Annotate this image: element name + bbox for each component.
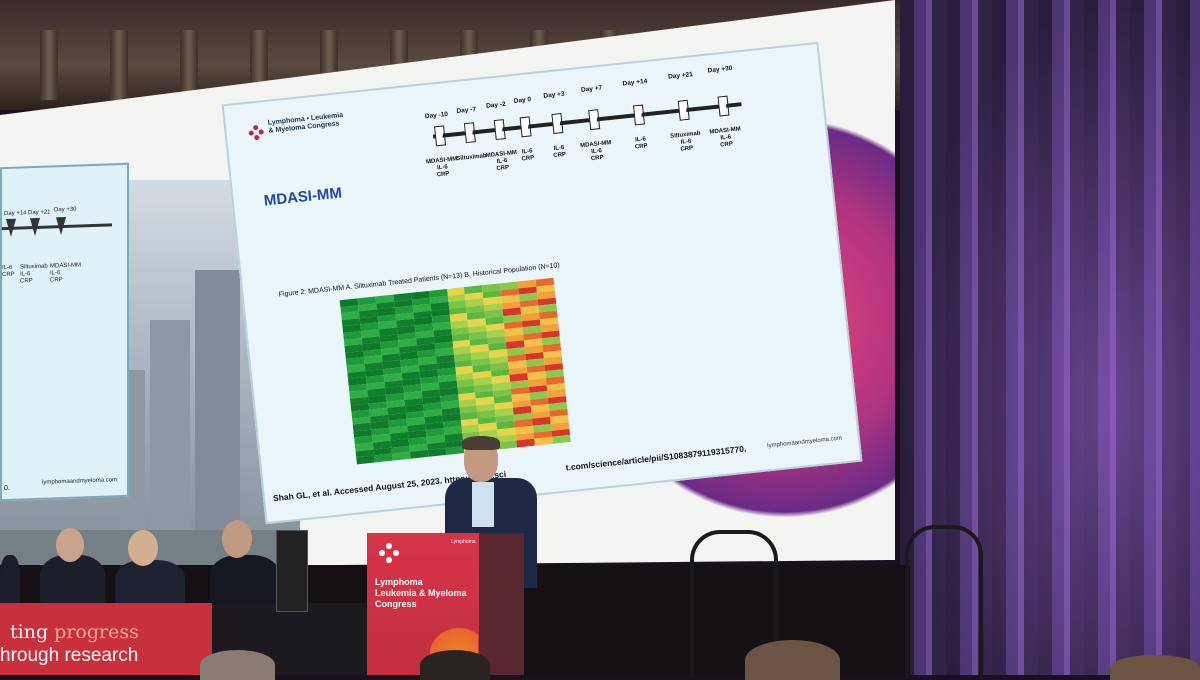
- day-label: Day +14: [622, 77, 648, 88]
- arrow-down-icon: [549, 113, 565, 141]
- audience-head: [420, 650, 490, 680]
- purple-stage-light: [900, 0, 1200, 675]
- arrow-down-icon: [491, 119, 507, 147]
- day-label: Day -2: [485, 100, 507, 110]
- congress-logo-icon: [379, 543, 399, 563]
- arrow-down-icon: [675, 99, 691, 127]
- day-label: Day +21: [28, 209, 51, 217]
- panelist-head: [128, 530, 158, 566]
- stage-railing: [690, 530, 778, 679]
- website-footer: lymphomaandmyeloma.com: [766, 435, 843, 450]
- day-label: Day +3: [543, 90, 565, 100]
- heatmap-cell: [427, 448, 447, 457]
- heatmap-cell: [374, 453, 393, 463]
- speaker-hair: [462, 436, 500, 450]
- podium-text: Leukemia & Myeloma: [375, 588, 467, 598]
- main-slide: Lymphoma • Leukemia & Myeloma Congress M…: [221, 41, 863, 525]
- arrow-down-icon: [715, 95, 731, 123]
- arrow-down-icon: [630, 104, 646, 132]
- panelist: [0, 555, 20, 605]
- banner-text: hrough research: [0, 645, 139, 666]
- assessment-label: MDASI-MM IL-6 CRP: [50, 262, 81, 284]
- arrow-down-icon: [517, 116, 533, 144]
- curtain-fold: [180, 30, 198, 100]
- panelist: [210, 555, 280, 605]
- assessment-label: Siltuximab IL-6 CRP: [20, 263, 48, 285]
- banner-text: ting: [10, 621, 55, 643]
- assessment-label: MDASI-MM IL-6 CRP: [579, 139, 612, 163]
- podium-side: [479, 533, 524, 675]
- day-label: Day +21: [667, 71, 694, 81]
- day-label: Day 0: [513, 96, 532, 105]
- arrow-down-icon: [30, 217, 40, 237]
- slide-title: MDASI-MM: [263, 184, 343, 210]
- monitor: [276, 530, 308, 612]
- banner-highlight: progress: [54, 621, 139, 643]
- panelist-head: [56, 528, 84, 562]
- day-label: Day +30: [707, 64, 733, 75]
- audience-head: [1110, 655, 1200, 680]
- assessment-label: IL-6 CRP: [634, 136, 648, 151]
- stage-curtain-right: [900, 0, 1200, 675]
- heatmap-cell: [356, 455, 375, 465]
- heatmap-table: [339, 277, 572, 470]
- congress-banner: ting progress hrough research: [0, 603, 212, 675]
- panelist-head: [222, 520, 252, 558]
- timeline: Day -10 Day -7 Day -2 Day 0 Day +3 Day +…: [425, 65, 742, 178]
- heatmap-cell: [552, 435, 571, 444]
- left-slide-panel: Day +14 Day +21 Day +30 IL-6 CRP Siltuxi…: [0, 162, 129, 502]
- arrow-down-icon: [461, 122, 477, 150]
- stage-railing: [905, 525, 983, 679]
- arrow-down-icon: [432, 125, 447, 153]
- footer-text: 0.: [4, 484, 10, 493]
- day-label: Day -10: [424, 110, 449, 121]
- assessment-label: MDASI-MM IL-6 CRP: [709, 126, 742, 149]
- heatmap-cell: [516, 438, 536, 448]
- day-label: Day +30: [54, 206, 77, 214]
- curtain-fold: [40, 30, 58, 100]
- assessment-label: Siltuximab IL-6 CRP: [669, 130, 701, 153]
- podium-text: Congress: [375, 599, 417, 609]
- arrow-down-icon: [56, 216, 66, 236]
- assessment-label: IL-6 CRP: [2, 264, 15, 279]
- podium-corner-text: Lymphoma: [451, 539, 476, 545]
- curtain-fold: [110, 30, 128, 100]
- day-label: Day +7: [580, 84, 603, 94]
- audience-head: [200, 650, 275, 680]
- footer-site: lymphomaandmyeloma.com: [42, 477, 118, 486]
- podium-text: Lymphoma: [375, 577, 423, 587]
- heatmap-cell: [534, 437, 553, 446]
- building: [150, 320, 190, 568]
- heatmap-cell: [498, 440, 518, 450]
- arrow-down-icon: [586, 109, 601, 137]
- panelist: [40, 555, 105, 605]
- day-label: Day -7: [456, 105, 477, 115]
- panelist: [115, 560, 185, 605]
- speaker-shirt: [472, 482, 494, 527]
- citation-end: t.com/science/article/pii/S1083879119315…: [565, 443, 747, 473]
- arrow-down-icon: [6, 218, 16, 238]
- day-label: Day +14: [4, 210, 27, 218]
- heatmap-cell: [391, 452, 411, 461]
- building: [195, 270, 240, 568]
- heatmap-cell: [445, 446, 464, 455]
- audience-head: [745, 640, 840, 680]
- heatmap-cell: [409, 450, 429, 459]
- assessment-label: IL-6 CRP: [553, 144, 567, 160]
